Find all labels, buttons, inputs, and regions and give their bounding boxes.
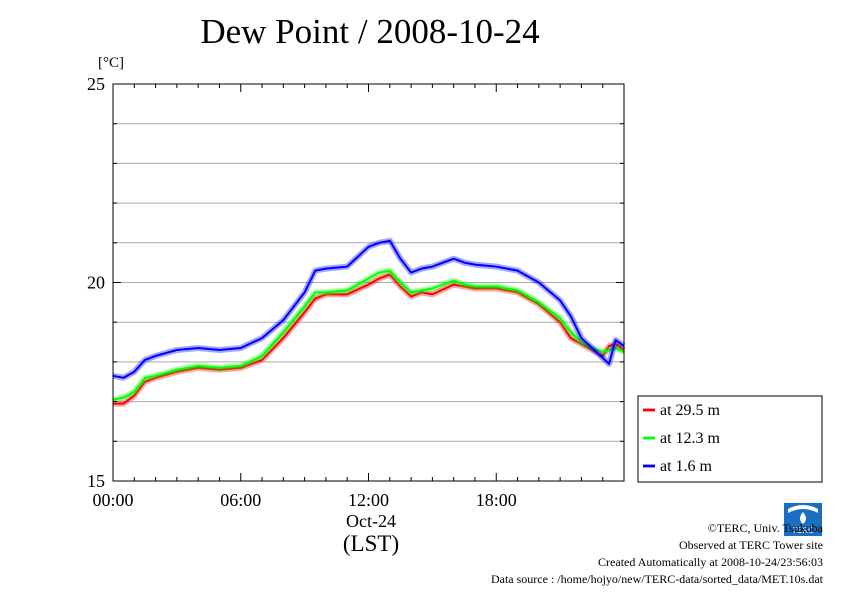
chart-title: Dew Point / 2008-10-24: [200, 12, 540, 51]
y-tick-label: 15: [87, 471, 105, 491]
logo-wave-icon: [788, 505, 818, 513]
logo-text: TERC: [792, 526, 814, 535]
grid-lines: [113, 123, 624, 442]
credits-created: Created Automatically at 2008-10-24/23:5…: [598, 555, 823, 569]
series-halo: [113, 271, 626, 407]
series-line: [112, 269, 625, 401]
y-axis-unit-label: [°C]: [98, 55, 124, 71]
x-axis-date-label: Oct-24: [346, 511, 396, 531]
credits-site: Observed at TERC Tower site: [678, 538, 823, 552]
y-tick-label: 20: [87, 273, 105, 293]
credits-block: ©TERC, Univ. Tsukuba Observed at TERC To…: [491, 520, 823, 588]
logo-drop-icon: [800, 512, 806, 524]
x-axis-timezone-label: (LST): [342, 531, 400, 556]
series-layer: [112, 237, 626, 407]
legend: at 29.5 m at 12.3 m at 1.6 m: [637, 395, 823, 483]
x-tick-label: 00:00: [92, 490, 133, 510]
x-tick-label: 18:00: [476, 490, 517, 510]
x-tick-label: 12:00: [348, 490, 389, 510]
legend-label: at 12.3 m: [660, 430, 721, 447]
legend-label: at 1.6 m: [660, 458, 713, 475]
credits-source: Data source : /home/hojyo/new/TERC-data/…: [490, 572, 823, 586]
series-line: [112, 239, 625, 379]
series-line: [113, 273, 625, 405]
y-tick-label: 25: [87, 74, 105, 94]
legend-label: at 29.5 m: [660, 402, 721, 419]
axis-ticks: 15 20 25 00:00 06:00 12:00 18:00: [87, 74, 625, 510]
legend-box: [637, 395, 823, 483]
x-tick-label: 06:00: [220, 490, 261, 510]
credits-copyright: ©TERC, Univ. Tsukuba: [707, 521, 823, 535]
terc-logo: TERC: [784, 503, 822, 536]
